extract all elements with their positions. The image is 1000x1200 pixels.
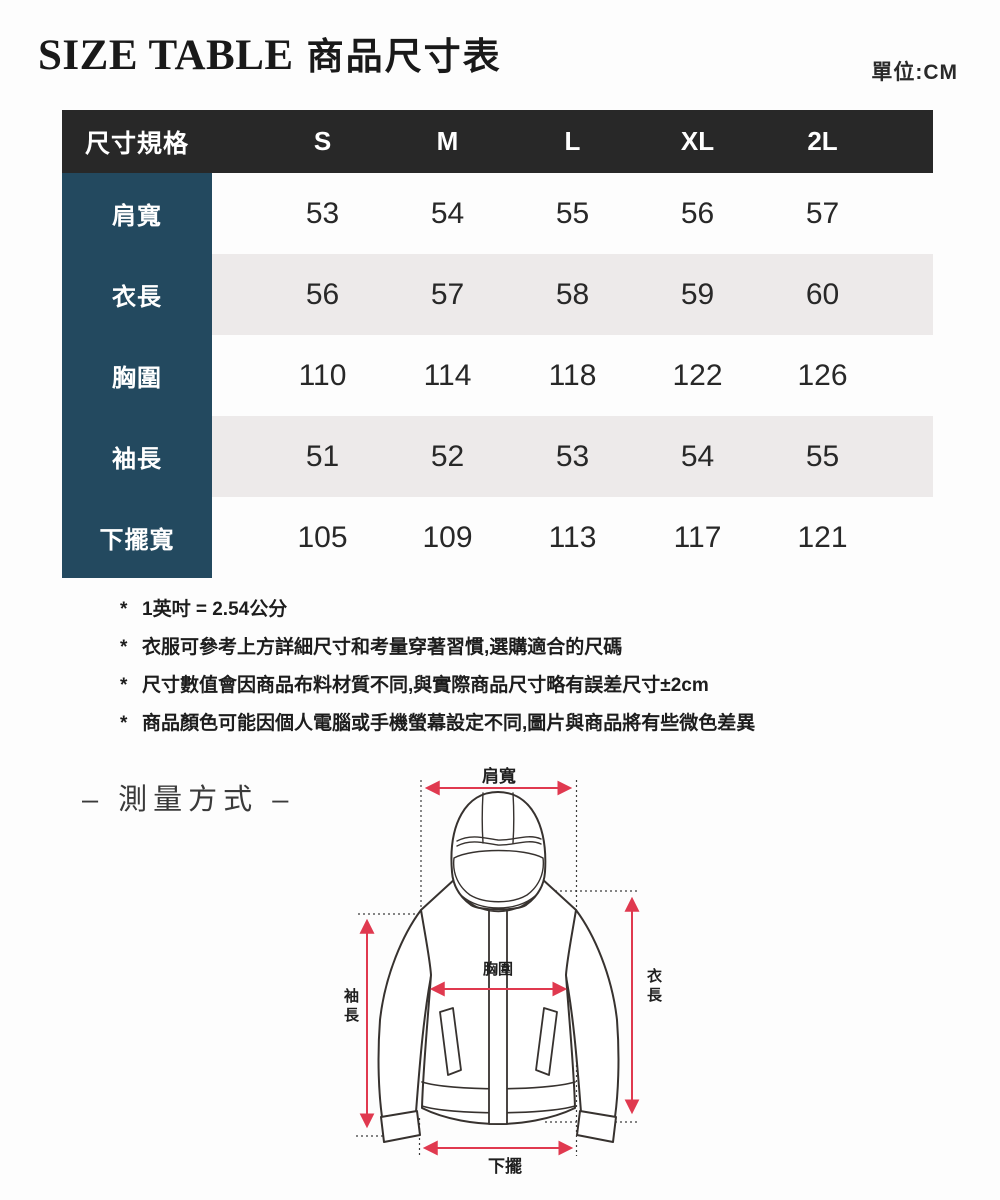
size-value: 52 bbox=[430, 439, 465, 473]
size-value: 54 bbox=[680, 439, 715, 473]
note-text: 商品顏色可能因個人電腦或手機螢幕設定不同,圖片與商品將有些微色差異 bbox=[142, 713, 756, 734]
size-header: M bbox=[436, 126, 459, 156]
hem-width-label: 下擺 bbox=[488, 1157, 522, 1176]
size-value: 56 bbox=[680, 196, 715, 230]
note-marker: * bbox=[120, 637, 128, 658]
table-header-row: 尺寸規格 S M L XL 2L bbox=[62, 110, 933, 173]
note-line: * 商品顏色可能因個人電腦或手機螢幕設定不同,圖片與商品將有些微色差異 bbox=[120, 713, 755, 734]
unit-label: 單位:CM bbox=[871, 61, 958, 84]
note-line: * 1英吋 = 2.54公分 bbox=[120, 599, 755, 620]
size-value: 58 bbox=[555, 277, 590, 311]
size-value: 118 bbox=[548, 358, 597, 392]
title-english: SIZE TABLE bbox=[38, 32, 294, 79]
table-row-length: 衣長 56 57 58 59 60 bbox=[62, 254, 933, 335]
table-corner-label: 尺寸規格 bbox=[62, 110, 212, 173]
chest-width-label: 胸圍 bbox=[482, 961, 513, 978]
size-value: 56 bbox=[305, 277, 340, 311]
size-value: 126 bbox=[797, 358, 848, 392]
size-value: 53 bbox=[555, 439, 590, 473]
row-label: 袖長 bbox=[62, 416, 212, 497]
table-row-chest: 胸圍 110 114 118 122 126 bbox=[62, 335, 933, 416]
size-value: 59 bbox=[680, 277, 715, 311]
size-value: 113 bbox=[548, 520, 597, 554]
size-value: 114 bbox=[423, 358, 472, 392]
size-value: 57 bbox=[430, 277, 465, 311]
row-label: 下擺寬 bbox=[62, 497, 212, 578]
jacket-zipper bbox=[488, 883, 508, 1125]
table-row-shoulder: 肩寬 53 54 55 56 57 bbox=[62, 173, 933, 254]
note-text: 1英吋 = 2.54公分 bbox=[142, 599, 288, 620]
note-line: * 尺寸數值會因商品布料材質不同,與實際商品尺寸略有誤差尺寸±2cm bbox=[120, 675, 755, 696]
size-header-cells: S M L XL 2L bbox=[212, 110, 933, 173]
row-values: 105 109 113 117 121 bbox=[212, 497, 933, 578]
garment-length-label: 衣長 bbox=[645, 968, 662, 1006]
size-value: 57 bbox=[805, 196, 840, 230]
row-values: 53 54 55 56 57 bbox=[212, 173, 933, 254]
shoulder-width-label: 肩寬 bbox=[482, 767, 516, 786]
note-marker: * bbox=[120, 599, 128, 620]
size-value: 117 bbox=[673, 520, 722, 554]
page-title: SIZE TABLE 商品尺寸表 bbox=[38, 26, 502, 80]
title-chinese: 商品尺寸表 bbox=[306, 36, 502, 77]
size-value: 60 bbox=[805, 277, 840, 311]
size-value: 121 bbox=[797, 520, 848, 554]
jacket-right-cuff bbox=[576, 1110, 617, 1143]
size-value: 54 bbox=[430, 196, 465, 230]
row-label: 胸圍 bbox=[62, 335, 212, 416]
measure-section-heading: – 測量方式 – bbox=[82, 784, 295, 816]
sleeve-length-label: 袖長 bbox=[342, 988, 359, 1026]
size-value: 55 bbox=[805, 439, 840, 473]
table-row-sleeve: 袖長 51 52 53 54 55 bbox=[62, 416, 933, 497]
table-row-hem: 下擺寬 105 109 113 117 121 bbox=[62, 497, 933, 578]
size-value: 105 bbox=[297, 520, 348, 554]
note-line: * 衣服可參考上方詳細尺寸和考量穿著習慣,選購適合的尺碼 bbox=[120, 637, 755, 658]
notes-list: * 1英吋 = 2.54公分 * 衣服可參考上方詳細尺寸和考量穿著習慣,選購適合… bbox=[120, 599, 755, 751]
jacket-left-pocket bbox=[439, 1007, 462, 1076]
jacket-measurement-diagram bbox=[356, 780, 640, 1156]
size-header: L bbox=[564, 126, 581, 156]
note-marker: * bbox=[120, 713, 128, 734]
size-value: 110 bbox=[298, 358, 347, 392]
note-text: 衣服可參考上方詳細尺寸和考量穿著習慣,選購適合的尺碼 bbox=[142, 637, 623, 658]
note-text: 尺寸數值會因商品布料材質不同,與實際商品尺寸略有誤差尺寸±2cm bbox=[142, 675, 709, 696]
jacket-right-sleeve bbox=[563, 909, 620, 1118]
size-value: 122 bbox=[672, 358, 723, 392]
jacket-drawing bbox=[377, 791, 620, 1143]
size-value: 109 bbox=[422, 520, 473, 554]
row-values: 56 57 58 59 60 bbox=[212, 254, 933, 335]
size-table: 尺寸規格 S M L XL 2L 肩寬 53 54 55 56 57 衣長 56 bbox=[62, 110, 933, 578]
size-value: 51 bbox=[305, 439, 340, 473]
size-header: 2L bbox=[807, 126, 838, 156]
row-values: 110 114 118 122 126 bbox=[212, 335, 933, 416]
jacket-right-pocket bbox=[535, 1007, 558, 1076]
jacket-left-cuff bbox=[380, 1110, 421, 1143]
size-value: 53 bbox=[305, 196, 340, 230]
size-header: S bbox=[313, 126, 332, 156]
jacket-left-sleeve bbox=[377, 909, 434, 1118]
measurement-arrows bbox=[359, 780, 640, 1156]
row-label: 肩寬 bbox=[62, 173, 212, 254]
note-marker: * bbox=[120, 675, 128, 696]
row-label: 衣長 bbox=[62, 254, 212, 335]
size-header: XL bbox=[680, 126, 715, 156]
row-values: 51 52 53 54 55 bbox=[212, 416, 933, 497]
size-value: 55 bbox=[555, 196, 590, 230]
